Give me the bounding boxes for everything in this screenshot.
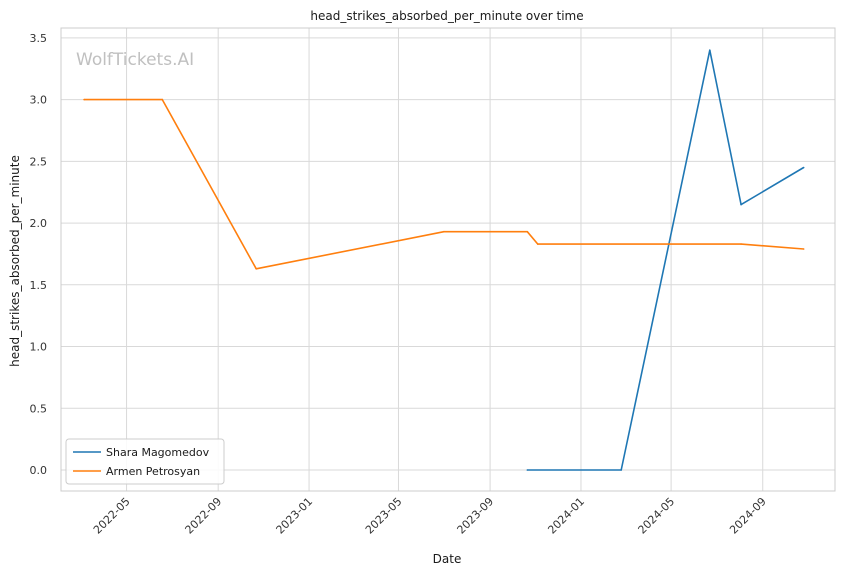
data-point	[740, 203, 742, 206]
y-tick-label: 2.5	[30, 155, 48, 168]
y-tick-label: 2.0	[30, 217, 48, 230]
legend-box	[65, 438, 225, 485]
series-line-armen-petrosyan	[84, 98, 804, 270]
data-point	[526, 469, 529, 471]
y-tick-label: 3.5	[30, 32, 48, 45]
y-tick-labels: 0.0 0.5 1.0 1.5 2.0 2.5 3.0 3.5	[30, 32, 48, 477]
series-lines	[83, 49, 805, 471]
data-point	[255, 268, 257, 270]
y-tick-label: 0.5	[30, 402, 48, 415]
watermark: WolfTickets.AI	[76, 50, 194, 70]
data-point	[443, 230, 445, 233]
data-point	[161, 98, 164, 101]
chart-title: head_strikes_absorbed_per_minute over ti…	[310, 9, 583, 23]
legend-label-armen-petrosyan: Armen Petrosyan	[106, 465, 200, 478]
data-point	[526, 230, 529, 233]
y-tick-label: 0.0	[30, 464, 48, 477]
data-point	[802, 166, 805, 169]
y-axis-title: head_strikes_absorbed_per_minute	[8, 155, 22, 367]
data-point	[620, 469, 622, 471]
plot-area-frame	[60, 27, 836, 492]
data-point	[83, 98, 85, 101]
data-point	[740, 243, 742, 245]
y-tick-label: 3.0	[30, 94, 48, 107]
legend-label-shara-magomedov: Shara Magomedov	[106, 446, 210, 459]
y-tick-label: 1.0	[30, 341, 48, 354]
x-axis-title: Date	[433, 552, 462, 566]
data-point	[802, 248, 805, 250]
data-point	[537, 243, 539, 245]
legend: Shara Magomedov Armen Petrosyan	[65, 438, 225, 485]
y-tick-label: 1.5	[30, 279, 48, 292]
data-point	[709, 49, 711, 51]
